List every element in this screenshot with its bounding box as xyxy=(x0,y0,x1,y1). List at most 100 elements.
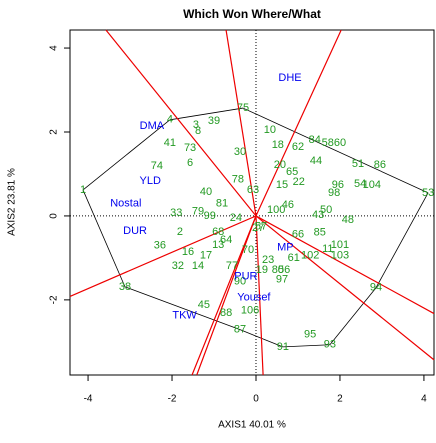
genotype-label: 50 xyxy=(320,204,332,216)
genotype-label: 80 xyxy=(272,264,284,276)
genotype-label: 87 xyxy=(234,324,246,336)
genotype-label: 88 xyxy=(220,307,232,319)
genotype-label: 13 xyxy=(212,239,224,251)
chart-title: Which Won Where/What xyxy=(183,7,321,21)
environment-label: PUR xyxy=(234,271,257,283)
environment-label: MP xyxy=(277,242,294,254)
genotype-label: 38 xyxy=(119,281,131,293)
genotype-label: 75 xyxy=(237,102,249,114)
genotype-label: 10 xyxy=(264,124,276,136)
environment-label: DMA xyxy=(140,120,165,132)
genotype-label: 45 xyxy=(198,299,210,311)
genotype-label: 86 xyxy=(374,159,386,171)
sector-ray xyxy=(255,29,342,217)
genotype-label: 97 xyxy=(276,274,288,286)
genotype-label: 102 xyxy=(301,250,319,262)
genotype-label: 58 xyxy=(322,137,334,149)
genotype-label: 39 xyxy=(208,115,220,127)
genotype-label: 56 xyxy=(278,264,290,276)
genotype-label: 66 xyxy=(292,229,304,241)
polygon-edge xyxy=(82,119,171,191)
polygon-edge xyxy=(282,344,330,348)
genotype-label: 96 xyxy=(332,179,344,191)
genotype-label: 48 xyxy=(342,214,354,226)
genotype-label: 19 xyxy=(256,264,268,276)
genotype-label: 20 xyxy=(274,159,286,171)
y-tick-label: 4 xyxy=(49,45,60,51)
genotype-label: 65 xyxy=(286,166,298,178)
genotype-label: 17 xyxy=(200,250,212,262)
genotype-label: 4 xyxy=(167,114,173,126)
y-axis-label: AXIS2 23.81 % xyxy=(7,168,18,236)
polygon-edge xyxy=(242,107,429,194)
sector-ray xyxy=(191,215,257,376)
genotype-label: 90 xyxy=(234,276,246,288)
genotype-label: 73 xyxy=(184,142,196,154)
genotype-label: 98 xyxy=(328,187,340,199)
genotype-label: 63 xyxy=(247,184,259,196)
genotype-label: 84 xyxy=(309,134,321,146)
genotype-label: 85 xyxy=(314,227,326,239)
genotype-label: 68 xyxy=(212,226,224,238)
environment-label: TKW xyxy=(172,310,197,322)
environment-label: Yousef xyxy=(237,292,271,304)
genotype-label: 6 xyxy=(187,157,193,169)
genotype-label: 32 xyxy=(172,260,184,272)
genotype-label: 57 xyxy=(255,221,267,233)
x-tick-label: 2 xyxy=(337,394,343,405)
genotype-label: 104 xyxy=(363,179,381,191)
genotype-label: 30 xyxy=(234,146,246,158)
genotype-label: 60 xyxy=(334,137,346,149)
genotype-label: 14 xyxy=(192,260,204,272)
genotype-label: 44 xyxy=(310,155,322,167)
genotype-label: 51 xyxy=(352,158,364,170)
genotype-label: 1 xyxy=(80,184,86,196)
environment-label: DHE xyxy=(278,72,301,84)
polygon-edge xyxy=(375,192,429,288)
genotype-label: 74 xyxy=(151,160,163,172)
plot-frame xyxy=(69,29,435,376)
y-tick-label: 2 xyxy=(49,129,60,135)
genotype-label: 27 xyxy=(252,222,264,234)
genotype-label: 23 xyxy=(262,254,274,266)
environment-label: YLD xyxy=(139,175,160,187)
genotype-label: 61 xyxy=(288,252,300,264)
x-tick-label: -4 xyxy=(84,394,93,405)
genotype-label: 40 xyxy=(200,186,212,198)
genotype-label: 46 xyxy=(282,199,294,211)
x-tick-label: 0 xyxy=(253,394,259,405)
sector-ray xyxy=(69,215,257,297)
polygon-edge xyxy=(82,189,126,288)
genotype-label: 53 xyxy=(422,187,434,199)
genotype-label: 16 xyxy=(182,246,194,258)
y-tick-label: -2 xyxy=(49,295,60,304)
sector-ray xyxy=(255,215,435,361)
genotype-label: 95 xyxy=(304,329,316,341)
genotype-label: 81 xyxy=(216,198,228,210)
genotype-label: 103 xyxy=(331,250,349,262)
environment-label: Nostal xyxy=(110,198,141,210)
x-axis-label: AXIS1 40.01 % xyxy=(218,420,286,431)
x-tick-label: 4 xyxy=(421,394,427,405)
genotype-label: 91 xyxy=(277,341,289,353)
genotype-label: 11 xyxy=(322,243,333,255)
genotype-label: 93 xyxy=(324,339,336,351)
genotype-label: 77 xyxy=(226,260,238,272)
polygon-edge xyxy=(169,107,244,121)
y-tick-label: 0 xyxy=(49,213,60,219)
genotype-label: 33 xyxy=(170,207,182,219)
genotype-label: 3 xyxy=(193,119,199,131)
polygon-edge xyxy=(124,286,241,331)
genotype-label: 2 xyxy=(177,226,183,238)
genotype-label: 101 xyxy=(331,239,349,251)
sector-ray xyxy=(255,215,435,315)
polygon-edge xyxy=(329,287,377,346)
genotype-label: 24 xyxy=(230,212,242,224)
genotype-label: 106 xyxy=(241,305,259,317)
genotype-label: 100 xyxy=(267,204,285,216)
sector-ray xyxy=(225,29,257,217)
genotype-label: 41 xyxy=(164,137,176,149)
genotype-label: 64 xyxy=(220,234,232,246)
x-tick-label: -2 xyxy=(168,394,177,405)
